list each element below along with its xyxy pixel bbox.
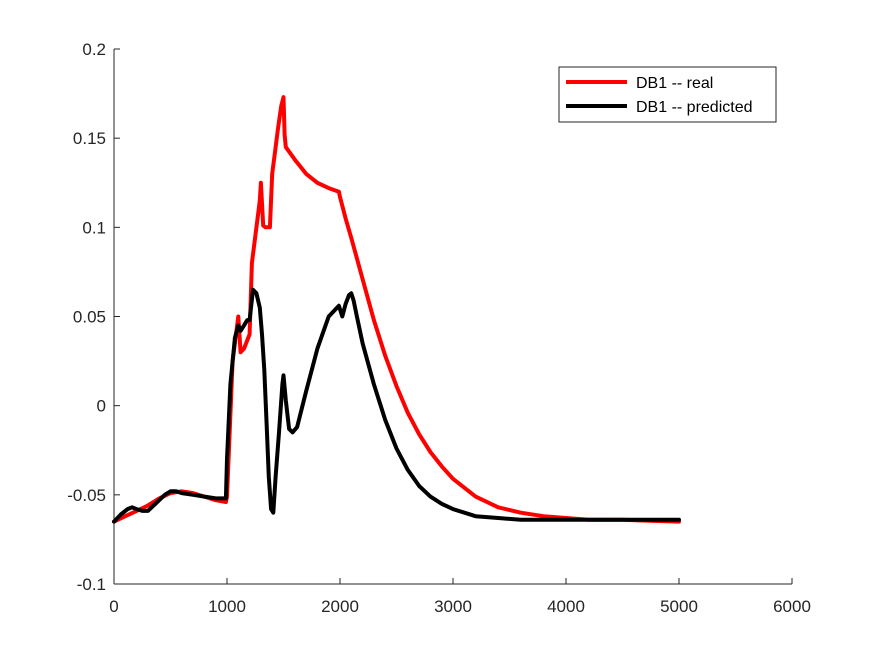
y-tick-label: -0.05	[67, 486, 106, 505]
y-tick-label: 0.1	[82, 218, 106, 237]
legend-label-real: DB1 -- real	[636, 75, 713, 92]
legend-label-predicted: DB1 -- predicted	[636, 99, 753, 116]
y-tick-label: 0.05	[73, 308, 106, 327]
x-tick-label: 0	[109, 597, 118, 616]
series-line-real	[112, 95, 681, 524]
series-line-predicted	[112, 287, 681, 524]
y-tick-label: 0.15	[73, 129, 106, 148]
y-tick-label: -0.1	[77, 575, 106, 594]
legend: DB1 -- real DB1 -- predicted	[558, 66, 777, 123]
x-tick-label: 6000	[773, 597, 811, 616]
y-tick-label: 0.2	[82, 40, 106, 59]
legend-box	[558, 66, 777, 123]
series-lines	[112, 95, 681, 524]
y-tick-label: 0	[97, 397, 106, 416]
axis-ticks: 0 1000 2000 3000 4000 5000 6000 -0.1 -0.05 0 0.05 0…	[67, 40, 811, 616]
x-tick-label: 3000	[434, 597, 472, 616]
x-tick-label: 4000	[547, 597, 585, 616]
x-tick-label: 1000	[208, 597, 246, 616]
x-tick-label: 2000	[321, 597, 359, 616]
x-tick-label: 5000	[660, 597, 698, 616]
